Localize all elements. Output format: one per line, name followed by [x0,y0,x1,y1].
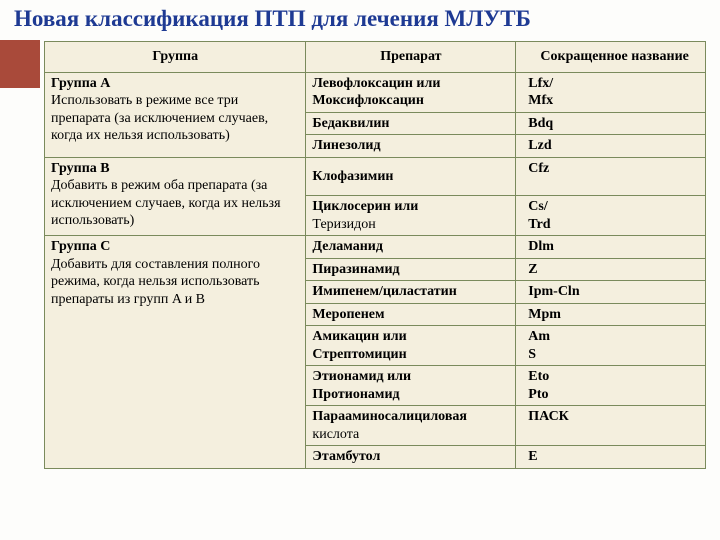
drug-cell: Левофлоксацин или Моксифлоксацин [306,72,516,112]
drug-cell: Этионамид илиПротионамид [306,366,516,406]
header-drug: Препарат [306,42,516,73]
abbr-cell: Mpm [516,303,706,326]
drug-cell: Пиразинамид [306,258,516,281]
drug-cell: Амикацин илиСтрептомицин [306,326,516,366]
table-row: Группа BДобавить в режим оба препарата (… [45,157,706,196]
abbr-cell: EtoPto [516,366,706,406]
table-header-row: Группа Препарат Сокращенное название [45,42,706,73]
abbr-cell: Ipm-Cln [516,281,706,304]
abbr-cell: Dlm [516,236,706,259]
abbr-cell: Lzd [516,135,706,158]
accent-block [0,40,40,88]
group-cell: Группа BДобавить в режим оба препарата (… [45,157,306,236]
drug-cell: Деламанид [306,236,516,259]
drug-cell: Бедаквилин [306,112,516,135]
table-row: Группа AИспользовать в режиме все три пр… [45,72,706,112]
drug-cell: Этамбутол [306,446,516,469]
header-group: Группа [45,42,306,73]
drug-cell: Меропенем [306,303,516,326]
header-abbr: Сокращенное название [516,42,706,73]
abbr-cell: AmS [516,326,706,366]
group-cell: Группа CДобавить для составления полного… [45,236,306,469]
abbr-cell: Cs/ Trd [516,196,706,236]
group-cell: Группа AИспользовать в режиме все три пр… [45,72,306,157]
page-title: Новая классификация ПТП для лечения МЛУТ… [14,6,531,32]
classification-table: Группа Препарат Сокращенное название Гру… [44,41,706,469]
abbr-cell: Z [516,258,706,281]
drug-cell: Клофазимин [306,157,516,196]
abbr-cell: E [516,446,706,469]
abbr-cell: Cfz [516,157,706,196]
drug-cell: Парааминосалициловаякислота [306,406,516,446]
drug-cell: Имипенем/циластатин [306,281,516,304]
abbr-cell: Lfx/ Mfx [516,72,706,112]
table-row: Группа CДобавить для составления полного… [45,236,706,259]
drug-cell: Линезолид [306,135,516,158]
abbr-cell: ПАСК [516,406,706,446]
abbr-cell: Bdq [516,112,706,135]
drug-cell: Циклосерин илиТеризидон [306,196,516,236]
